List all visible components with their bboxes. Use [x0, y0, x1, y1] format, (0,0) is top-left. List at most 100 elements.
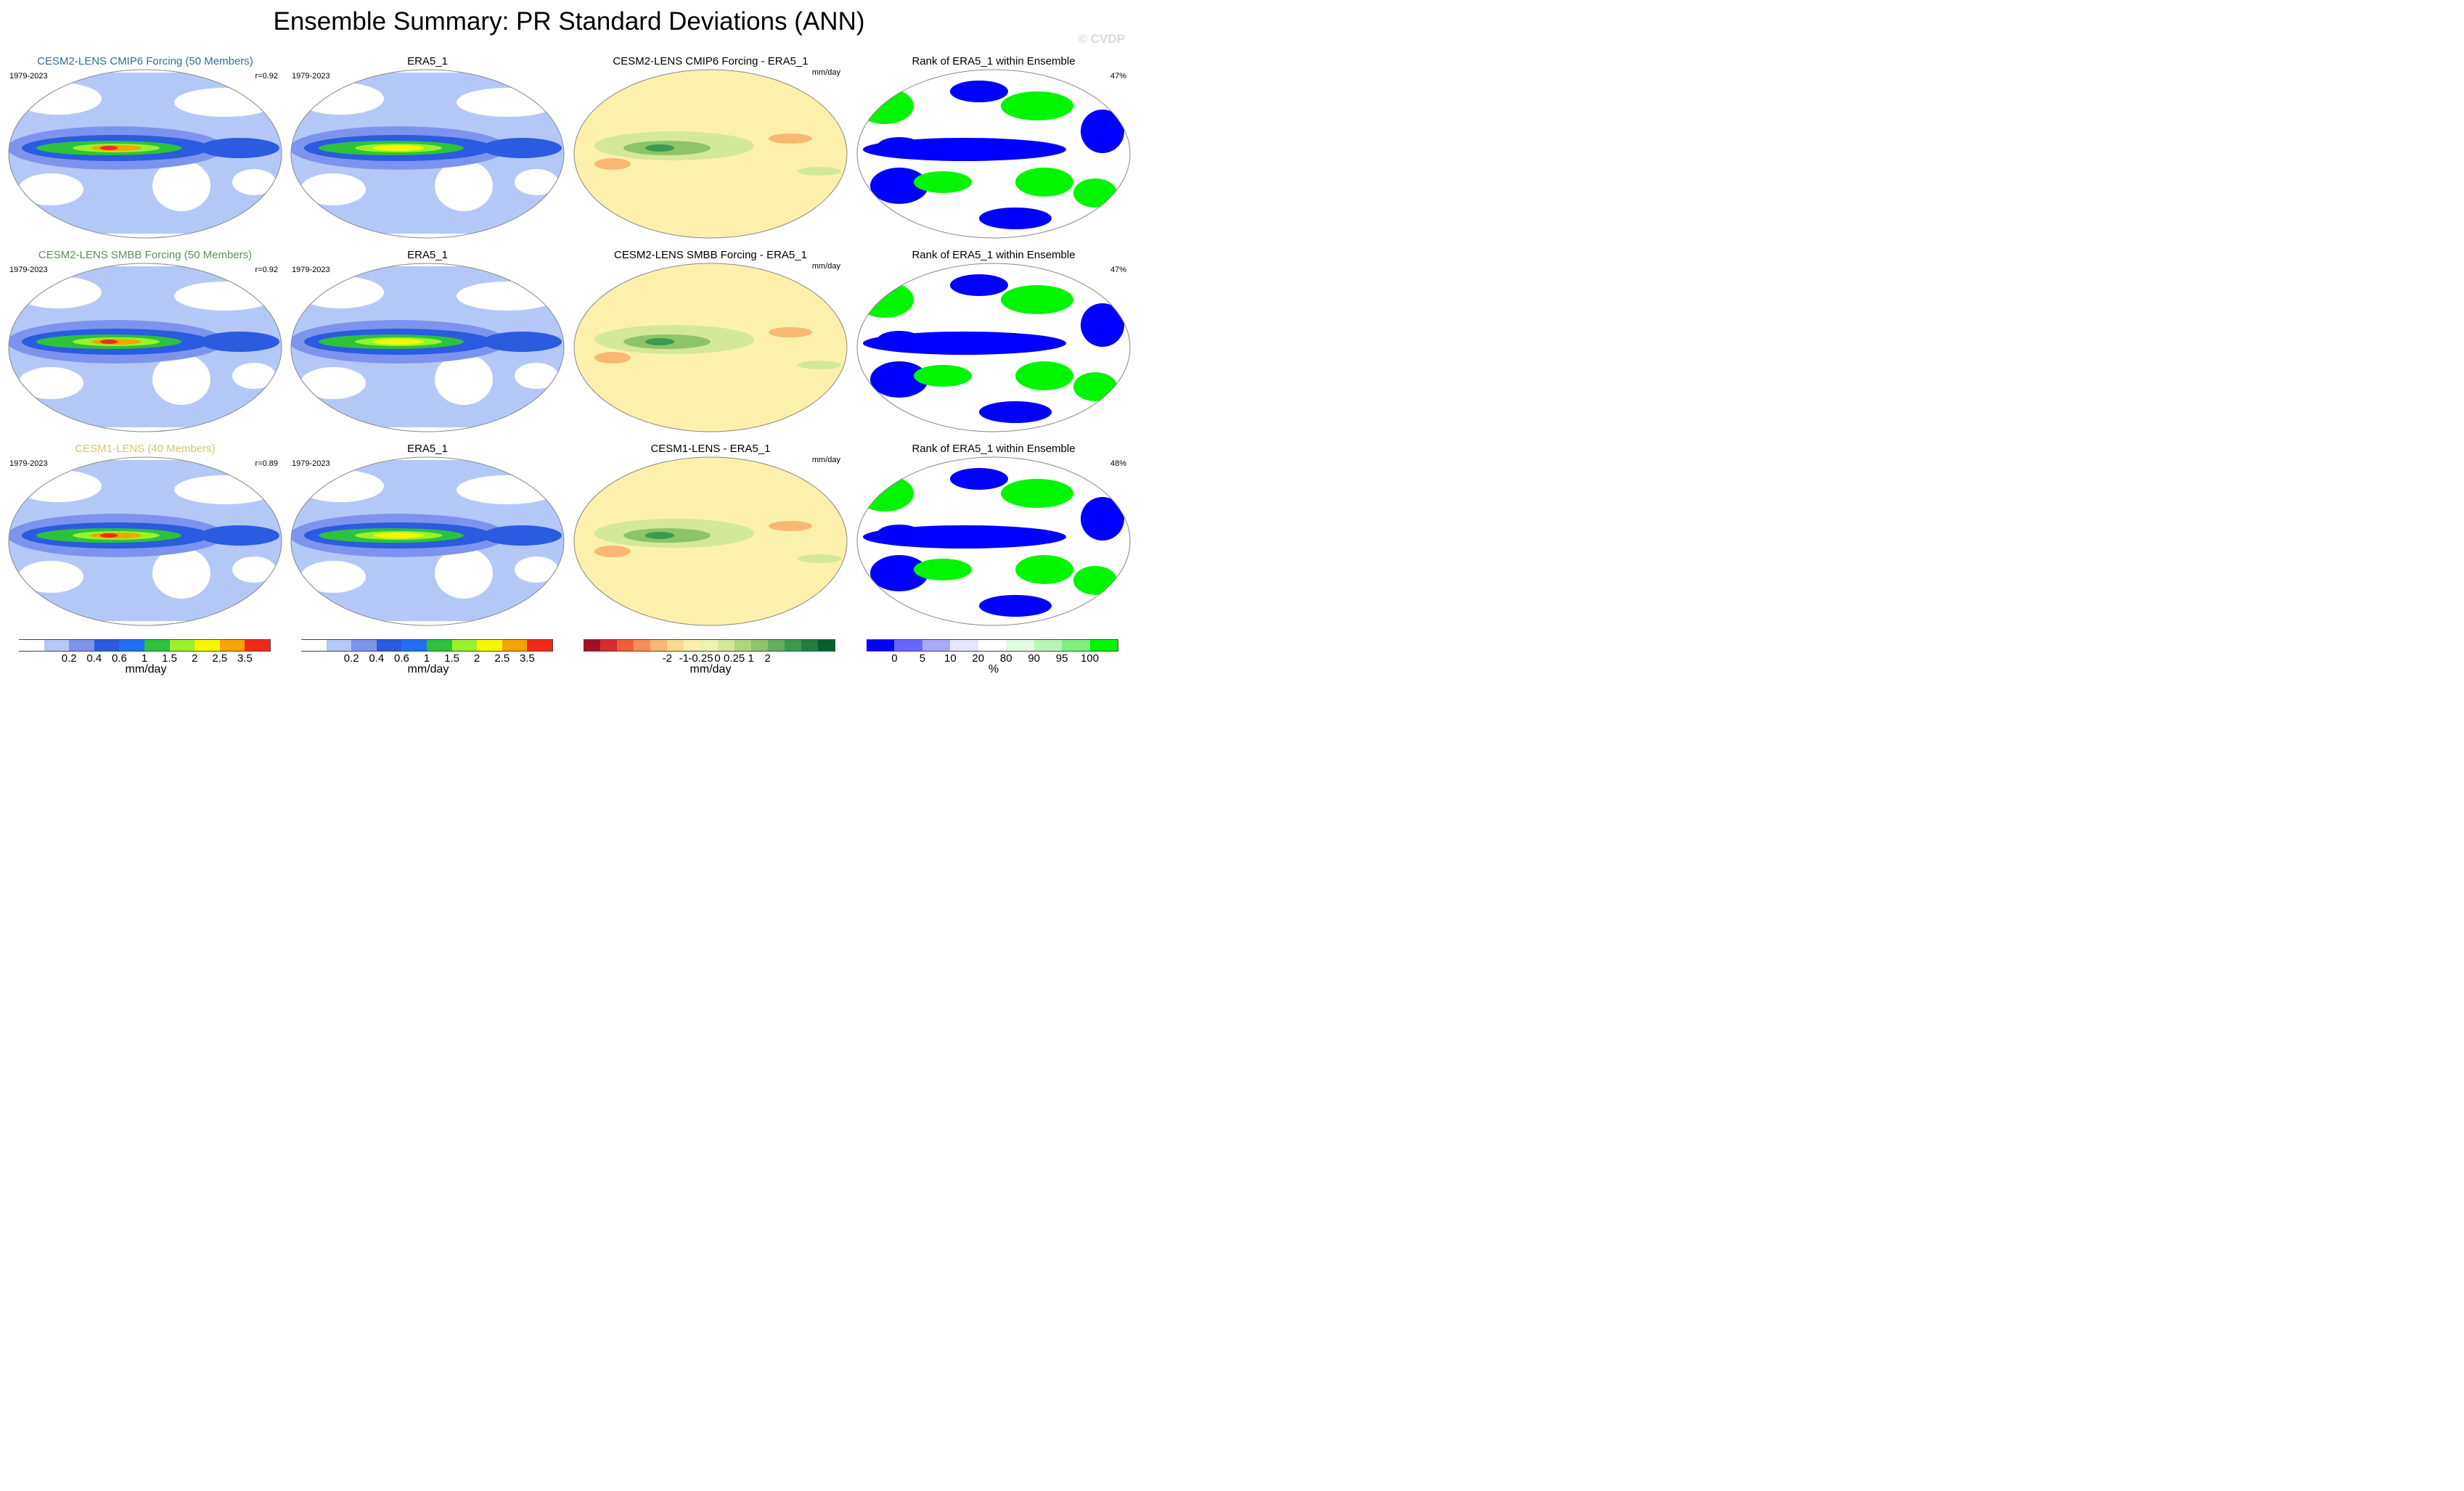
map-panel-obs: ERA5_1 1979-2023: [286, 443, 569, 633]
map-panel-model: CESM2-LENS CMIP6 Forcing (50 Members) 197…: [4, 55, 287, 245]
colorbar-units: mm/day: [407, 663, 449, 675]
colorbar-tick-label: 1.5: [162, 652, 178, 665]
period-label: 1979-2023: [9, 72, 48, 81]
colorbar-swatch: [502, 639, 528, 652]
panel-title: Rank of ERA5_1 within Ensemble: [912, 249, 1076, 261]
colorbar-swatch: [351, 639, 377, 652]
cvdp-watermark: © CVDP: [1078, 32, 1125, 46]
colorbar-tick-label: 0.4: [86, 652, 102, 665]
colorbar-swatch: [950, 639, 978, 652]
colorbar-tick-label: -0.25: [688, 652, 713, 665]
colorbar-tick-label: 0.2: [61, 652, 77, 665]
page-title: Ensemble Summary: PR Standard Deviations…: [273, 7, 865, 36]
map-panel-rank: Rank of ERA5_1 within Ensemble 47%: [852, 249, 1135, 439]
colorbar-swatch: [1062, 639, 1090, 652]
map-panel-diff: CESM2-LENS CMIP6 Forcing - ERA5_1 mm/day: [569, 55, 852, 245]
world-map: [8, 456, 282, 626]
period-label: 1979-2023: [292, 266, 330, 274]
colorbar-tick-label: 1: [423, 652, 430, 665]
colorbar-swatch: [245, 639, 271, 652]
colorbar-swatch: [477, 639, 502, 652]
rank-percent: 48%: [1110, 459, 1126, 468]
colorbar-tick-label: 0.2: [343, 652, 359, 665]
units-label: mm/day: [811, 68, 840, 77]
colorbar-tick-label: 0.25: [723, 652, 745, 665]
pattern-correlation: r=0.89: [255, 459, 279, 468]
colorbar-swatch: [700, 639, 718, 652]
colorbar-swatch: [734, 639, 751, 652]
rank-percent: 47%: [1110, 72, 1126, 81]
colorbar-stddev-obs: mm/day 0.2 0.4 0.6 1 1.5 2 2.5 3.5: [301, 639, 555, 687]
map-panel-obs: ERA5_1 1979-2023: [286, 55, 569, 245]
panel-title: CESM2-LENS CMIP6 Forcing (50 Members): [37, 55, 253, 67]
world-map: [290, 69, 565, 239]
world-map: [856, 263, 1131, 432]
world-map: [573, 69, 848, 239]
panel-title: CESM2-LENS SMBB Forcing - ERA5_1: [614, 249, 807, 261]
colorbar-swatch: [451, 639, 478, 652]
pattern-correlation: r=0.92: [255, 72, 279, 81]
world-map: [573, 263, 848, 432]
colorbar-swatch: [1006, 639, 1034, 652]
colorbar-tick-label: 0.4: [369, 652, 385, 665]
colorbar-tick-label: 2.5: [212, 652, 228, 665]
rank-percent: 47%: [1110, 266, 1126, 274]
colorbar-units: mm/day: [689, 663, 732, 675]
colorbar-tick-label: 1.5: [444, 652, 460, 665]
panel-title: CESM1-LENS - ERA5_1: [650, 443, 771, 455]
world-map: [290, 263, 565, 432]
colorbar-swatch: [667, 639, 684, 652]
colorbar-swatch: [69, 639, 94, 652]
colorbar-units: %: [988, 663, 999, 675]
colorbar-tick-label: -1: [679, 652, 689, 665]
colorbar-swatch: [1034, 639, 1063, 652]
panel-title: Rank of ERA5_1 within Ensemble: [912, 55, 1076, 67]
colorbar-tick-label: 1: [748, 652, 754, 665]
map-panel-obs: ERA5_1 1979-2023: [286, 249, 569, 439]
colorbar-swatch: [219, 639, 245, 652]
colorbar-tick-label: 2.5: [494, 652, 510, 665]
colorbar-tick-label: 0.6: [393, 652, 409, 665]
map-panel-rank: Rank of ERA5_1 within Ensemble 48%: [852, 443, 1135, 633]
world-map: [856, 456, 1131, 626]
world-map: [856, 69, 1131, 239]
panel-title: CESM2-LENS CMIP6 Forcing - ERA5_1: [613, 55, 809, 67]
colorbar-tick-label: -2: [662, 652, 672, 665]
colorbar-tick-label: 20: [972, 652, 985, 665]
colorbar-tick-label: 100: [1081, 652, 1100, 665]
colorbar-tick-label: 1: [141, 652, 148, 665]
panel-title: ERA5_1: [407, 249, 448, 261]
colorbar-swatch: [617, 639, 634, 652]
colorbar-swatch: [717, 639, 734, 652]
colorbar-swatch: [584, 639, 601, 652]
panel-title: ERA5_1: [407, 55, 448, 67]
colorbar-difference: mm/day -2 -1 -0.25 0 0.25 1 2: [584, 639, 838, 687]
panel-title: CESM2-LENS SMBB Forcing (50 Members): [38, 249, 253, 261]
colorbar-swatch: [650, 639, 668, 652]
colorbar-swatch: [1089, 639, 1118, 652]
period-label: 1979-2023: [292, 72, 330, 81]
panel-title: CESM1-LENS (40 Members): [75, 443, 216, 455]
colorbar-swatch: [301, 639, 327, 652]
map-panel-model: CESM2-LENS SMBB Forcing (50 Members) 1979…: [4, 249, 287, 439]
colorbar-swatch: [527, 639, 553, 652]
colorbar-tick-label: 90: [1028, 652, 1040, 665]
world-map: [8, 263, 282, 432]
colorbar-swatch: [867, 639, 895, 652]
colorbar-swatch: [19, 639, 44, 652]
colorbar-swatch: [817, 639, 835, 652]
colorbar-swatch: [750, 639, 768, 652]
colorbar-tick-label: 2: [192, 652, 198, 665]
world-map: [290, 456, 565, 626]
colorbar-swatch: [684, 639, 701, 652]
colorbar-swatch: [44, 639, 70, 652]
colorbar-tick-label: 3.5: [519, 652, 535, 665]
colorbar-swatch: [169, 639, 195, 652]
colorbar-swatch: [784, 639, 801, 652]
colorbar-swatch: [326, 639, 352, 652]
period-label: 1979-2023: [292, 459, 330, 468]
map-panel-rank: Rank of ERA5_1 within Ensemble 47%: [852, 55, 1135, 245]
colorbar-swatch: [144, 639, 170, 652]
colorbar-swatch: [401, 639, 427, 652]
map-panel-diff: CESM2-LENS SMBB Forcing - ERA5_1 mm/day: [569, 249, 852, 439]
